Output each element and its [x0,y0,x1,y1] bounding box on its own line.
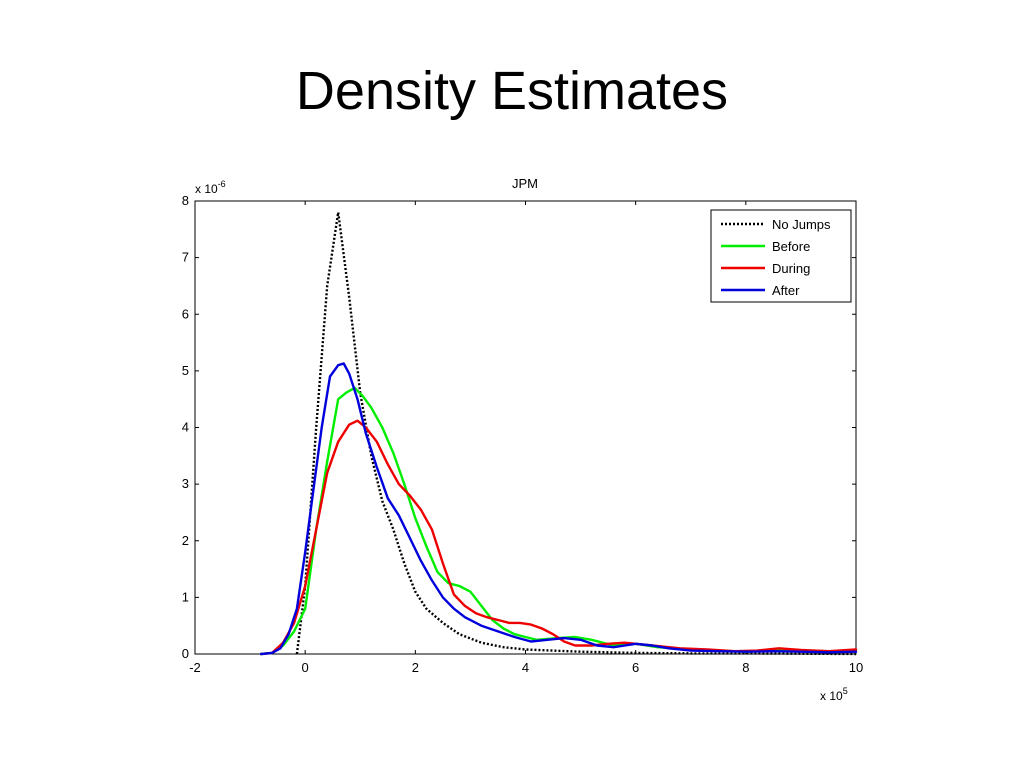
y-tick-label: 1 [182,589,189,604]
series-line-no-jumps [295,211,857,656]
y-multiplier-base: x 10 [195,182,218,196]
legend-label: After [772,283,800,298]
legend-label: Before [772,239,810,254]
y-multiplier: x 10-6 [195,179,226,196]
y-multiplier-exponent: -6 [218,179,226,189]
y-tick-label: 5 [182,363,189,378]
x-multiplier: x 105 [820,686,848,703]
legend-label: No Jumps [772,217,831,232]
series-line-after [259,362,858,656]
y-tick-label: 4 [182,420,189,435]
x-tick-label: 8 [742,660,749,675]
x-multiplier-exponent: 5 [843,686,848,696]
series-lines [259,211,858,656]
x-tick-label: 10 [849,660,863,675]
slide-title: Density Estimates [295,61,729,121]
x-tick-label: -2 [189,660,201,675]
chart-title: JPM [512,176,538,191]
y-tick-label: 0 [182,646,189,661]
x-tick-label: 2 [412,660,419,675]
y-tick-label: 3 [182,476,189,491]
y-tick-label: 8 [182,193,189,208]
y-tick-label: 6 [182,306,189,321]
legend-label: During [772,261,810,276]
x-multiplier-base: x 10 [820,689,843,703]
y-tick-label: 2 [182,533,189,548]
x-tick-label: 0 [302,660,309,675]
legend: No Jumps Before During After [710,209,852,303]
legend-box [710,209,852,303]
y-tick-label: 7 [182,250,189,265]
x-tick-label: 6 [632,660,639,675]
x-tick-label: 4 [522,660,529,675]
